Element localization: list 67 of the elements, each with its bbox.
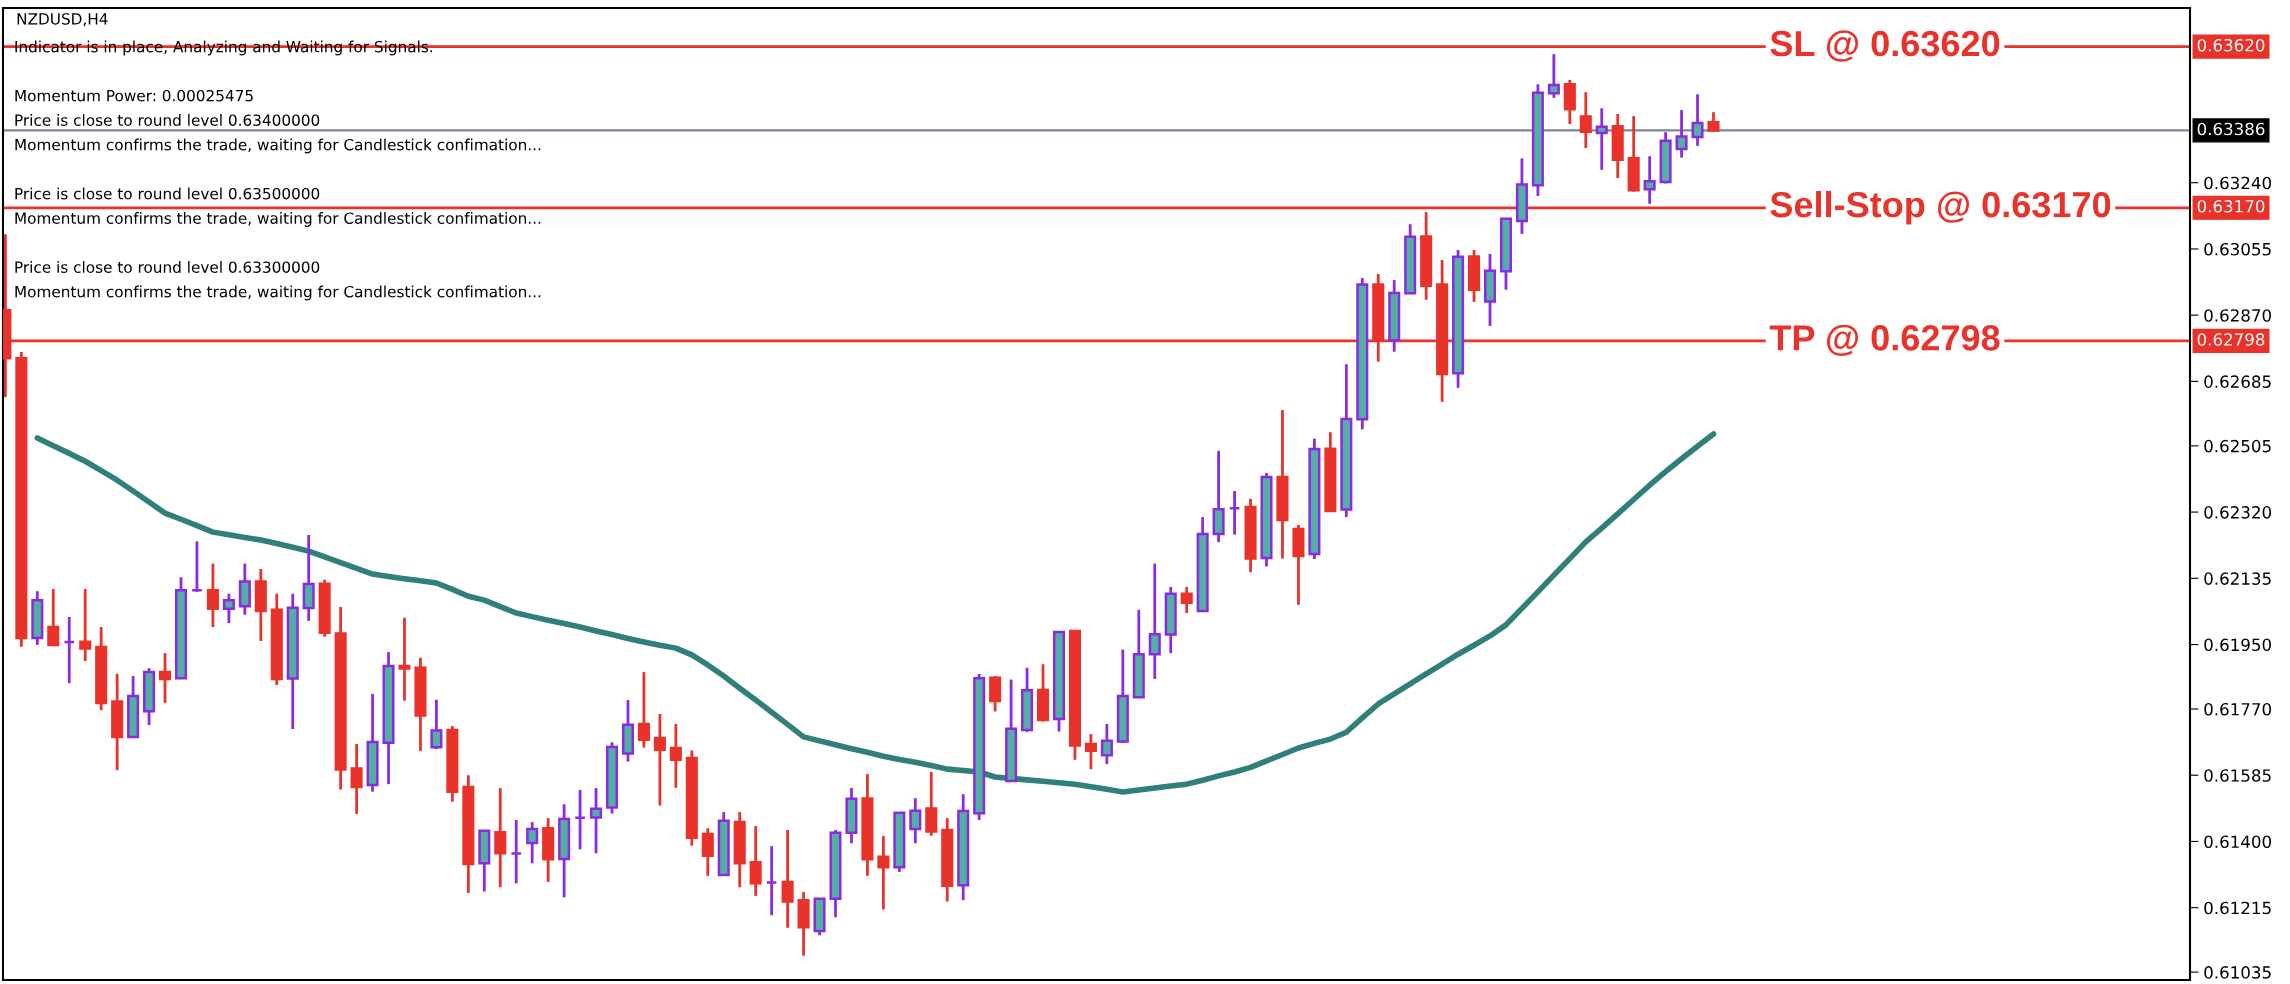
candlestick xyxy=(1707,110,1720,134)
annotation: Momentum Power: 0.00025475 xyxy=(15,89,253,102)
annotation: Momentum confirms the trade, waiting for Candlestick confimation... xyxy=(15,212,541,227)
annotation: TP @ 0.62798 xyxy=(1769,324,2000,356)
candlestick xyxy=(158,651,172,705)
candlestick xyxy=(574,788,587,851)
annotation: SL @ 0.63620 xyxy=(1770,30,2000,62)
candlestick xyxy=(765,844,778,917)
candlestick xyxy=(1100,722,1113,766)
candlestick xyxy=(526,820,539,865)
candlestick xyxy=(398,616,411,703)
candlestick xyxy=(1691,92,1704,148)
candlestick xyxy=(190,540,203,594)
y-tick-label: 0.61215 xyxy=(2204,901,2271,915)
candlestick xyxy=(749,824,762,898)
candlestick xyxy=(206,562,219,629)
candlestick xyxy=(1595,106,1608,172)
annotation: Price is close to round level 0.63400000 xyxy=(15,114,320,126)
y-tick-label: 0.61585 xyxy=(2204,769,2271,782)
ref-line-label: 0.63386 xyxy=(2197,122,2265,136)
candlestick xyxy=(63,615,76,685)
y-tick-label: 0.61035 xyxy=(2204,966,2271,979)
candlestick xyxy=(781,828,794,930)
y-tick-label: 0.62320 xyxy=(2204,506,2272,519)
candlestick xyxy=(637,670,650,750)
candlestick xyxy=(877,834,890,911)
candlestick xyxy=(701,826,714,878)
candlestick xyxy=(494,786,507,889)
candlestick xyxy=(1148,562,1161,681)
candlestick xyxy=(1547,52,1560,100)
ref-line-label: 0.62798 xyxy=(2197,333,2265,346)
candlestick xyxy=(909,796,922,845)
candlestick xyxy=(302,533,315,623)
candlestick xyxy=(1643,154,1656,206)
candlestick xyxy=(989,674,1002,713)
ref-line-label: 0.63620 xyxy=(2197,38,2265,52)
annotation: Sell-Stop @ 0.63170 xyxy=(1770,190,2111,225)
candlestick xyxy=(47,587,60,647)
y-tick-label: 0.61950 xyxy=(2204,638,2272,652)
candlestick xyxy=(1084,732,1097,771)
candlestick xyxy=(653,712,666,808)
y-tick-label: 0.61400 xyxy=(2204,835,2272,849)
candlestick xyxy=(1579,90,1592,150)
candlestick xyxy=(510,818,523,885)
candlestick xyxy=(1228,489,1241,537)
y-tick-label: 0.63055 xyxy=(2204,242,2271,256)
annotation: Price is close to round level 0.63300000 xyxy=(15,261,320,273)
y-tick-label: 0.62135 xyxy=(2204,572,2271,585)
ref-line-label: 0.63170 xyxy=(2197,200,2265,213)
annotation: Price is close to round level 0.63500000 xyxy=(15,187,320,200)
annotation: Momentum confirms the trade, waiting for Candlestick confimation... xyxy=(15,285,541,301)
chart-title: NZDUSD,H4 xyxy=(17,13,108,27)
candlestick xyxy=(669,722,682,790)
y-tick-label: 0.61770 xyxy=(2204,702,2272,716)
candlestick xyxy=(1180,585,1193,615)
candlestick xyxy=(222,592,235,625)
y-tick-label: 0.63240 xyxy=(2204,176,2272,190)
y-tick-label: 0.62505 xyxy=(2204,439,2271,453)
candlestick xyxy=(350,742,363,816)
candlestick xyxy=(79,587,92,663)
candlestick xyxy=(590,786,603,855)
annotation: Momentum confirms the trade, waiting for Candlestick confimation... xyxy=(15,138,541,154)
y-tick-label: 0.62870 xyxy=(2204,309,2272,322)
candlestick xyxy=(430,698,443,751)
y-tick-label: 0.62685 xyxy=(2204,375,2271,388)
candlestick xyxy=(925,770,938,838)
candlestick xyxy=(1675,108,1688,160)
